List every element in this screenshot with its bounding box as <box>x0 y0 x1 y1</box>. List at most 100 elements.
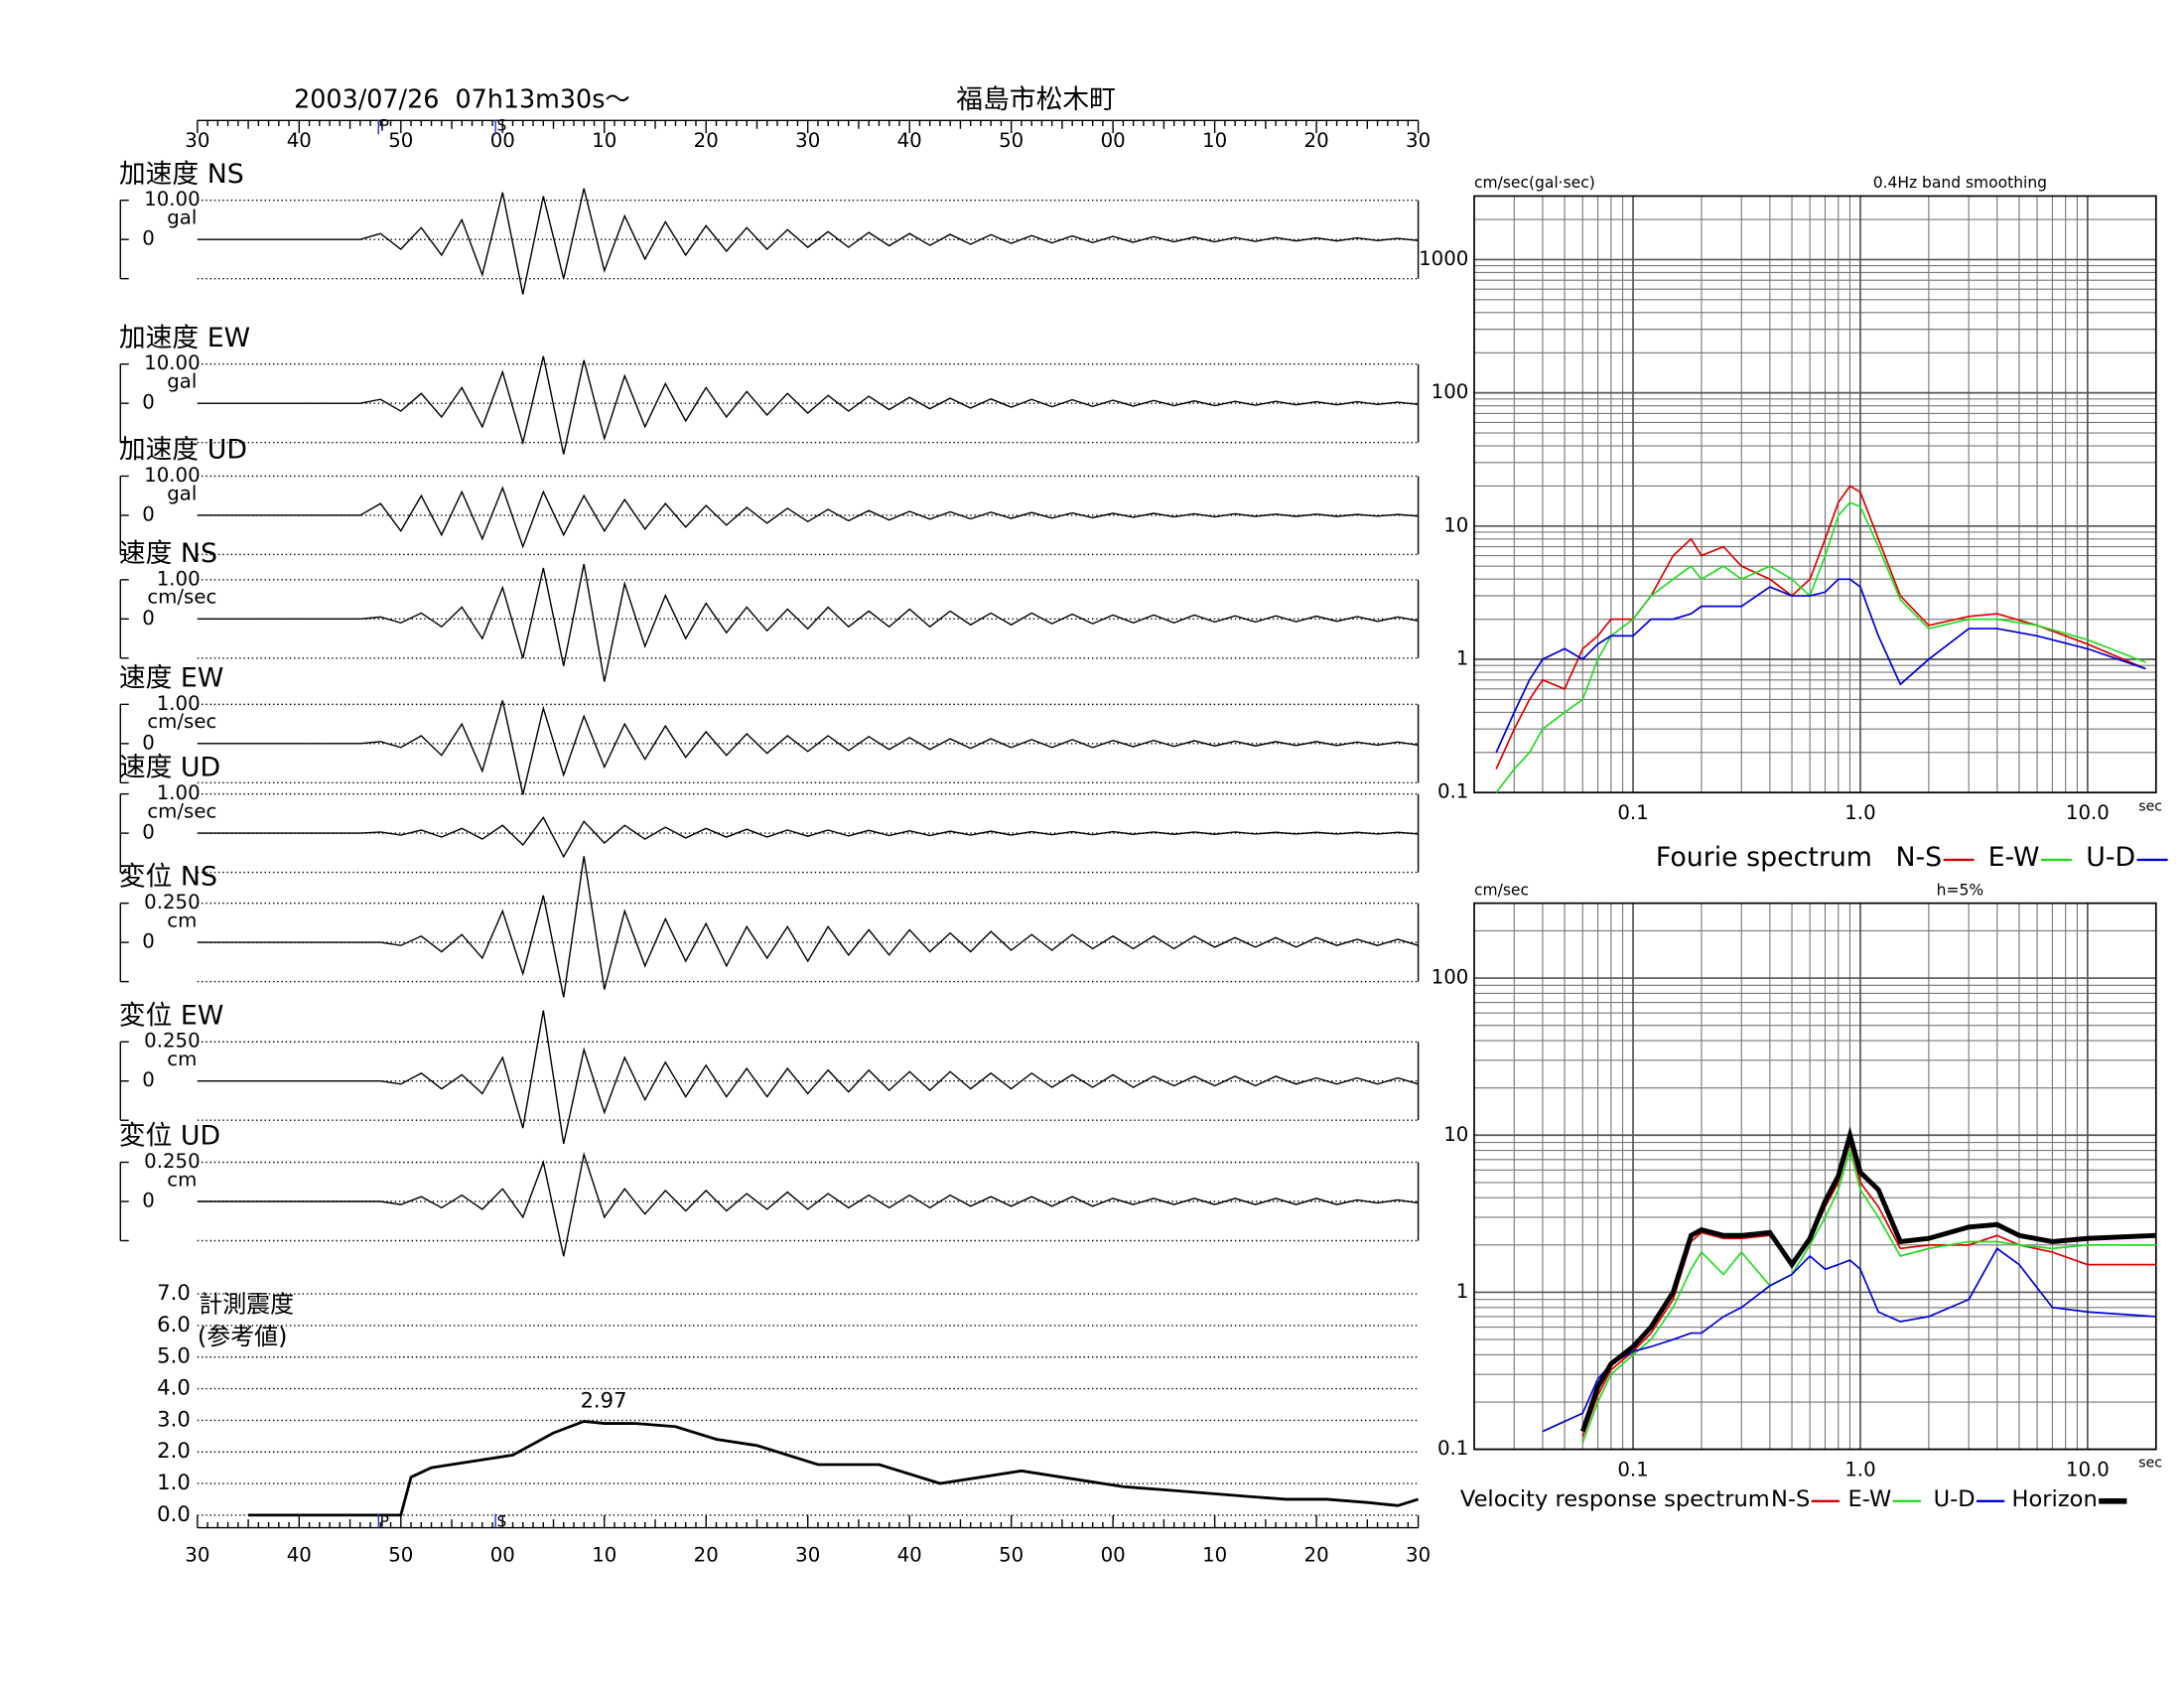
peak-label: 2.97 <box>580 1388 626 1413</box>
y-tick-label: 1.0 <box>157 1470 191 1494</box>
record-datetime: 2003/07/26 07h13m30s〜 <box>294 84 630 114</box>
x-tick-label: 40 <box>897 129 922 152</box>
x-tick-label: 30 <box>185 1543 209 1566</box>
x-tick-label: 30 <box>185 129 209 152</box>
y-axis-label: cm/sec(gal·sec) <box>1474 174 1595 192</box>
panel-title: 速度 NS <box>119 538 217 569</box>
phase-label: P <box>380 1512 389 1530</box>
x-tick-label: 10 <box>1202 129 1227 152</box>
x-tick-label: 1.0 <box>1844 1458 1875 1480</box>
unit-label: gal <box>167 482 197 504</box>
y-tick-label: 3.0 <box>157 1406 191 1431</box>
legend-label: N-S <box>1771 1486 1810 1512</box>
waveform <box>197 1010 1419 1145</box>
x-tick-label: 0.1 <box>1617 801 1648 824</box>
x-tick-label: 20 <box>1304 129 1329 152</box>
panel-title: 加速度 NS <box>119 159 244 190</box>
x-tick-label: 30 <box>1406 129 1431 152</box>
x-tick-label: 10.0 <box>2066 1458 2110 1480</box>
waveform <box>197 856 1419 998</box>
y-tick-label: 10.00 <box>144 352 201 374</box>
legend-label: Horizon <box>2012 1486 2098 1512</box>
y-tick-label: 1 <box>1456 1280 1469 1303</box>
panel-title: 加速度 UD <box>119 435 247 466</box>
y-tick-label: 10 <box>1443 1123 1468 1146</box>
plot-frame <box>1473 902 2157 1451</box>
x-tick-label: 10 <box>592 129 616 152</box>
unit-label: cm/sec <box>147 586 216 609</box>
x-axis-label: sec <box>2138 1456 2162 1472</box>
spectrum-line <box>1495 578 2146 754</box>
y-tick-label: 5.0 <box>157 1343 191 1368</box>
chart-title: Fourie spectrum <box>1656 842 1872 873</box>
phase-label: S <box>497 116 507 134</box>
x-tick-label: 20 <box>694 129 719 152</box>
y-tick-label: 10.00 <box>144 464 201 487</box>
waveform <box>197 563 1419 682</box>
waveform <box>197 815 1419 859</box>
x-axis-label: sec <box>2138 798 2162 814</box>
x-tick-label: 1.0 <box>1844 801 1875 824</box>
unit-label: cm/sec <box>147 799 216 822</box>
x-tick-label: 00 <box>1101 1543 1126 1566</box>
y-tick-label: 0.1 <box>1437 1437 1468 1460</box>
x-tick-label: 30 <box>1406 1543 1431 1566</box>
y-tick-label: 10 <box>1443 513 1468 536</box>
station-name: 福島市松木町 <box>956 84 1116 115</box>
legend-label: E-W <box>1848 1486 1892 1512</box>
phase-label: S <box>497 1512 507 1530</box>
legend-label: N-S <box>1895 842 1942 873</box>
y-tick-label: 6.0 <box>157 1312 191 1336</box>
unit-label: gal <box>167 370 197 393</box>
panel-title: 速度 EW <box>119 662 223 693</box>
legend-label: U-D <box>2086 842 2135 873</box>
spectrum-line <box>1495 501 2146 793</box>
x-tick-label: 20 <box>1304 1543 1329 1566</box>
phase-label: P <box>380 116 389 134</box>
y-tick-label: 0 <box>142 607 155 630</box>
x-tick-label: 50 <box>388 1543 413 1566</box>
y-tick-label: 0 <box>142 1190 155 1212</box>
x-tick-label: 10 <box>592 1543 616 1566</box>
x-tick-label: 00 <box>490 129 515 152</box>
unit-label: gal <box>167 207 197 229</box>
x-tick-label: 30 <box>795 1543 820 1566</box>
y-tick-label: 4.0 <box>157 1375 191 1400</box>
y-axis-label: cm/sec <box>1474 881 1529 899</box>
legend-label: U-D <box>1934 1486 1976 1512</box>
x-tick-label: 0.1 <box>1617 1458 1648 1480</box>
waveform <box>197 486 1419 549</box>
x-tick-label: 50 <box>999 129 1024 152</box>
chart-title: Velocity response spectrum <box>1460 1486 1770 1512</box>
y-tick-label: 0 <box>142 227 155 250</box>
panel-title: 変位 NS <box>119 862 217 893</box>
unit-label: cm/sec <box>147 710 216 733</box>
spectrum-line <box>1581 1147 2156 1444</box>
y-tick-label: 2.0 <box>157 1438 191 1463</box>
panel-title: 変位 UD <box>119 1121 220 1152</box>
y-tick-label: 0 <box>142 502 155 525</box>
unit-label: cm <box>167 1168 197 1191</box>
waveform <box>197 700 1419 795</box>
spectrum-line <box>1542 1247 2156 1433</box>
plot-frame <box>1473 195 2157 794</box>
y-tick-label: 0 <box>142 1068 155 1091</box>
y-tick-label: 7.0 <box>157 1280 191 1305</box>
x-tick-label: 00 <box>1101 129 1126 152</box>
panel-title: 加速度 EW <box>119 323 250 353</box>
y-tick-label: 0 <box>142 821 155 844</box>
y-tick-label: 10.00 <box>144 188 201 211</box>
waveform <box>197 355 1419 455</box>
y-tick-label: 1.00 <box>157 567 201 590</box>
y-tick-label: 1000 <box>1419 247 1468 270</box>
y-tick-label: 0 <box>142 391 155 414</box>
chart-note: 0.4Hz band smoothing <box>1873 174 2047 192</box>
y-tick-label: 1.00 <box>157 781 201 804</box>
chart-note: h=5% <box>1937 881 1983 899</box>
y-tick-label: 100 <box>1432 966 1469 989</box>
x-tick-label: 40 <box>897 1543 922 1566</box>
x-tick-label: 50 <box>999 1543 1024 1566</box>
y-tick-label: 0.250 <box>144 1030 201 1053</box>
